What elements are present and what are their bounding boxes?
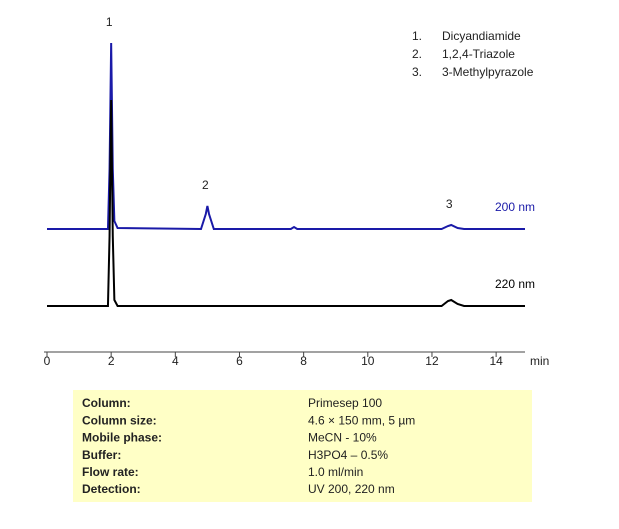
condition-label: Detection: [82, 482, 141, 496]
condition-value: Primesep 100 [308, 396, 382, 410]
trace [47, 42, 525, 231]
x-tick-label: 6 [236, 354, 243, 368]
compound-name: 1,2,4-Triazole [442, 47, 515, 61]
peak-label: 1 [106, 15, 113, 29]
series-label: 220 nm [495, 277, 535, 291]
x-tick-label: 4 [172, 354, 179, 368]
compound-name: Dicyandiamide [442, 29, 521, 43]
compound-number: 1. [412, 29, 422, 43]
compound-number: 2. [412, 47, 422, 61]
conditions-box [73, 390, 532, 502]
condition-label: Flow rate: [82, 465, 139, 479]
x-tick-label: 8 [300, 354, 307, 368]
peak-label: 2 [202, 178, 209, 192]
condition-value: MeCN - 10% [308, 431, 377, 445]
x-axis-label: min [530, 354, 549, 368]
compound-number: 3. [412, 65, 422, 79]
series-label: 200 nm [495, 200, 535, 214]
condition-value: 4.6 × 150 mm, 5 µm [308, 413, 415, 427]
x-tick-label: 12 [425, 354, 439, 368]
x-tick-label: 2 [108, 354, 115, 368]
x-tick-label: 10 [361, 354, 375, 368]
condition-label: Column: [82, 396, 131, 410]
condition-label: Buffer: [82, 448, 121, 462]
compound-name: 3-Methylpyrazole [442, 65, 534, 79]
condition-value: UV 200, 220 nm [308, 482, 395, 496]
x-tick-label: 0 [44, 354, 51, 368]
trace [47, 99, 525, 307]
condition-value: 1.0 ml/min [308, 465, 363, 479]
condition-value: H3PO4 – 0.5% [308, 448, 388, 462]
condition-label: Mobile phase: [82, 431, 162, 445]
condition-label: Column size: [82, 413, 157, 427]
x-tick-label: 14 [489, 354, 503, 368]
peak-label: 3 [446, 197, 453, 211]
